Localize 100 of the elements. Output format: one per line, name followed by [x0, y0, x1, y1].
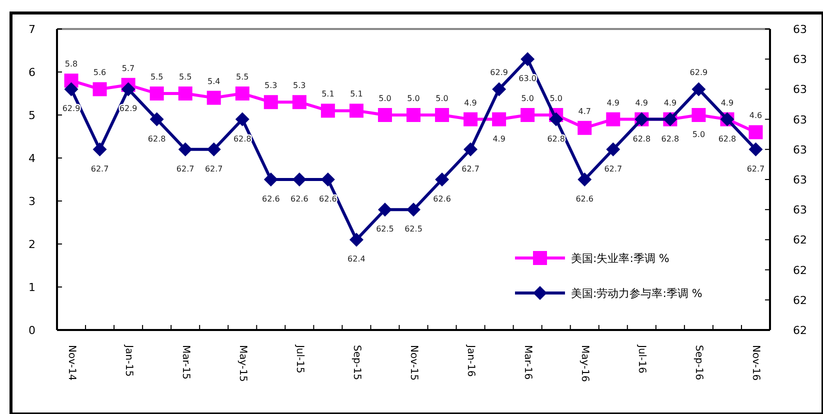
data-label: 4.9 — [492, 134, 506, 144]
data-label: 62.8 — [718, 134, 736, 144]
point — [549, 112, 564, 126]
x-tick-label: Nov-16 — [750, 345, 762, 381]
data-label: 62.4 — [348, 254, 366, 264]
data-label: 5.0 — [692, 130, 706, 139]
point — [378, 108, 392, 122]
x-tick-label: May-16 — [579, 345, 590, 382]
data-label: 4.9 — [664, 98, 677, 108]
data-label: 62.8 — [233, 134, 252, 144]
y2-tick-label: 62 — [793, 234, 807, 247]
point — [578, 120, 592, 135]
y2-tick-label: 62 — [793, 264, 807, 277]
data-label: 5.6 — [93, 68, 106, 78]
data-label: 5.5 — [236, 72, 249, 82]
y-tick-label: 0 — [28, 324, 36, 337]
x-tick-label: Jan-15 — [122, 344, 134, 377]
y2-tick-label: 63 — [793, 23, 807, 36]
y2-tick-label: 63 — [793, 53, 807, 66]
data-label: 5.5 — [150, 72, 164, 82]
data-label: 4.7 — [578, 106, 591, 116]
point — [178, 86, 192, 100]
y2-tick-label: 63 — [793, 113, 807, 126]
point — [748, 142, 763, 156]
point — [92, 82, 107, 96]
data-label: 4.9 — [606, 98, 620, 108]
x-tick-label: Sep-16 — [693, 345, 704, 380]
point — [235, 112, 250, 126]
data-label: 62.6 — [433, 194, 451, 204]
point — [349, 232, 364, 247]
point — [292, 95, 306, 110]
data-label: 62.9 — [690, 68, 708, 78]
y2-tick-label: 62 — [793, 324, 807, 337]
point — [606, 112, 620, 126]
point — [92, 142, 107, 156]
point — [206, 90, 221, 105]
point — [606, 142, 620, 156]
data-label: 5.7 — [122, 64, 135, 73]
data-label: 62.7 — [204, 164, 223, 174]
data-label: 62.9 — [490, 68, 508, 78]
y-tick-label: 6 — [28, 66, 36, 79]
data-label: 62.7 — [604, 164, 622, 174]
data-label: 4.9 — [720, 98, 734, 108]
point — [464, 142, 478, 156]
data-label: 4.9 — [464, 98, 477, 108]
point — [692, 82, 706, 96]
y-tick-label: 7 — [28, 23, 36, 36]
point — [121, 82, 136, 96]
data-label: 5.0 — [436, 94, 448, 103]
point — [435, 172, 450, 186]
x-tick-label: Nov-15 — [408, 345, 419, 381]
data-label: 4.9 — [635, 98, 648, 108]
data-label: 5.0 — [407, 94, 420, 103]
data-label: 62.8 — [661, 134, 680, 144]
point — [150, 86, 164, 100]
data-label: 62.6 — [290, 194, 308, 204]
point — [292, 172, 306, 186]
legend-label: 美国:失业率:季调 % — [571, 252, 670, 265]
point — [578, 172, 592, 186]
data-label: 62.5 — [404, 224, 422, 234]
point — [64, 82, 78, 96]
data-label: 5.3 — [264, 81, 278, 90]
y-tick-label: 3 — [28, 195, 36, 208]
point — [748, 125, 763, 140]
y-tick-label: 2 — [28, 238, 36, 251]
data-label: 5.4 — [207, 76, 220, 86]
data-label: 62.8 — [632, 134, 651, 144]
x-tick-label: Jan-16 — [465, 344, 476, 377]
point — [206, 142, 221, 156]
x-tick-label: Jul-16 — [636, 344, 648, 374]
point — [349, 104, 364, 118]
point — [235, 86, 250, 100]
data-label: 62.6 — [576, 194, 594, 204]
point — [264, 172, 278, 186]
data-label: 5.3 — [293, 81, 306, 90]
data-label: 62.9 — [119, 104, 138, 114]
data-label: 5.5 — [178, 72, 192, 82]
point — [520, 108, 535, 122]
y2-tick-label: 63 — [793, 143, 807, 156]
data-label: 62.7 — [462, 164, 480, 174]
data-label: 62.7 — [176, 164, 194, 174]
data-label: 62.9 — [62, 104, 80, 114]
point — [178, 142, 192, 156]
data-label: 62.8 — [148, 134, 166, 144]
x-tick-label: Mar-16 — [522, 345, 534, 380]
data-label: 63.0 — [518, 74, 536, 84]
y-tick-label: 5 — [28, 109, 36, 122]
point — [435, 108, 450, 122]
data-label: 5.0 — [550, 94, 562, 103]
x-tick-label: Mar-15 — [180, 345, 191, 380]
point — [464, 112, 478, 126]
x-tick-label: Nov-14 — [66, 345, 77, 381]
data-label: 62.6 — [262, 194, 280, 204]
x-tick-label: May-15 — [236, 345, 248, 382]
point — [692, 108, 706, 122]
point — [378, 202, 392, 217]
point — [492, 82, 506, 96]
point — [406, 108, 420, 122]
x-tick-label: Sep-15 — [350, 345, 362, 380]
point — [492, 112, 506, 126]
